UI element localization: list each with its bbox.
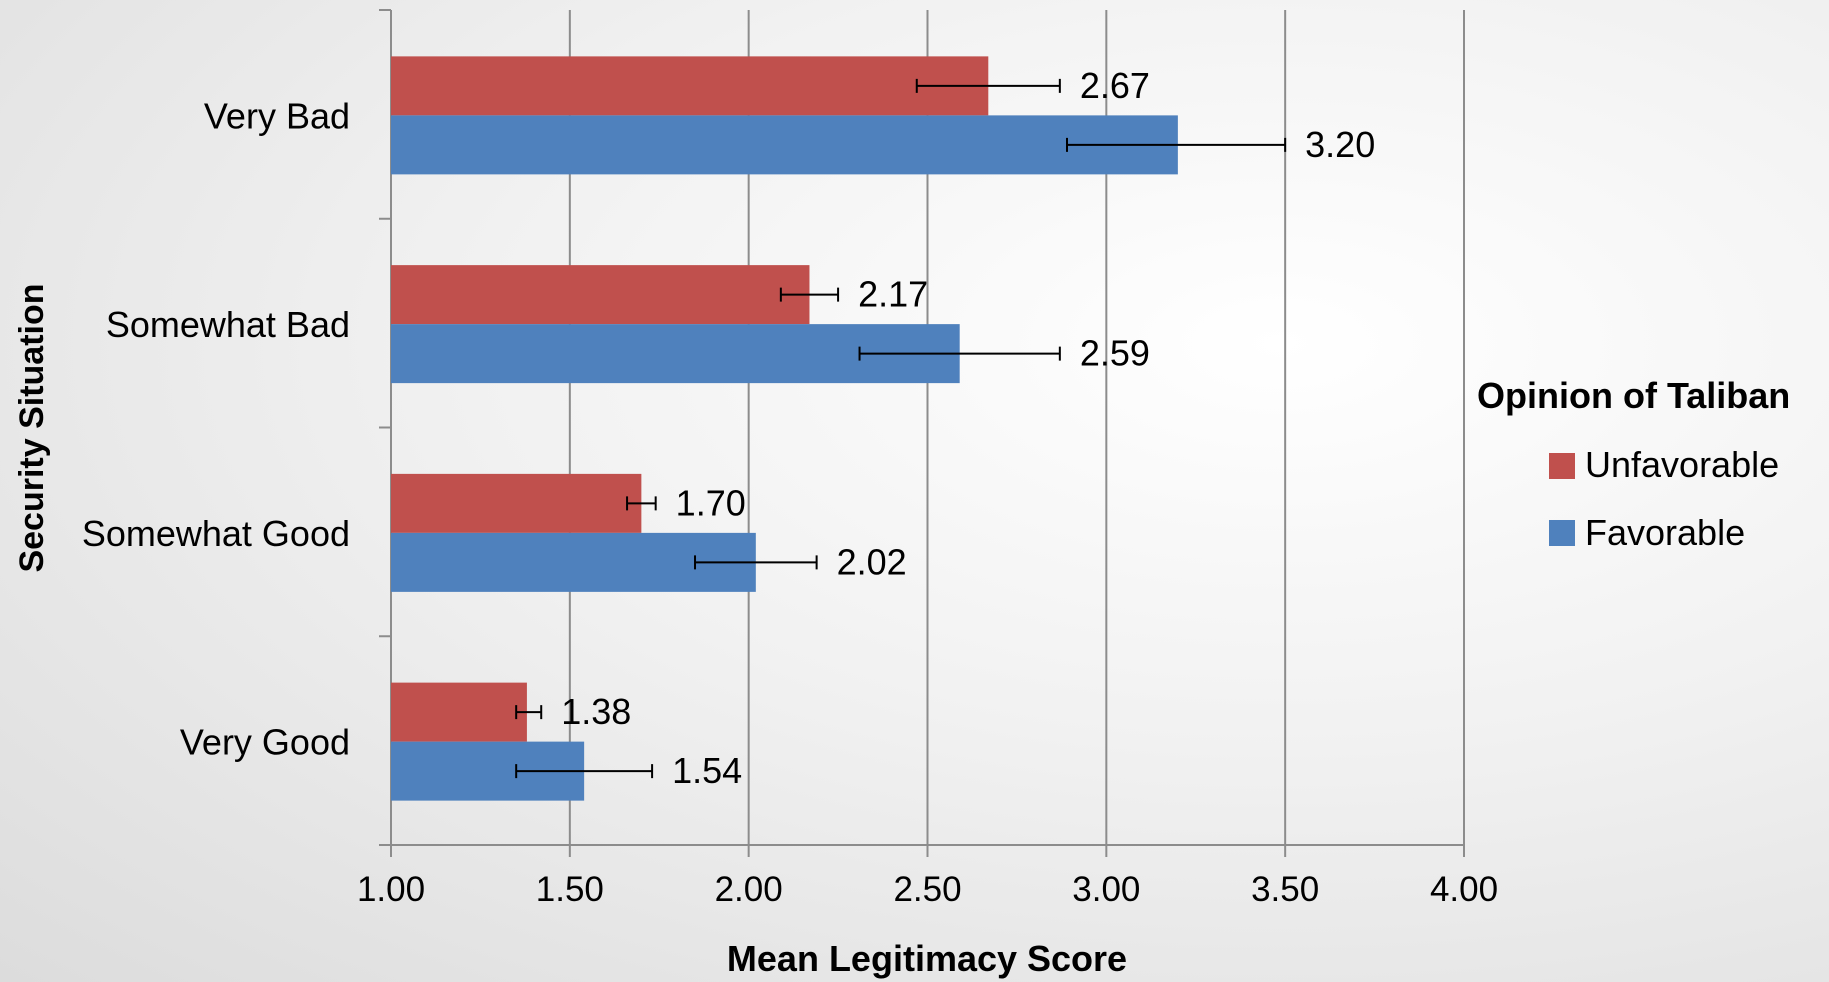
category-labels: Very Bad Somewhat Bad Somewhat Good Very Go…	[82, 95, 350, 762]
data-label-favorable-very-bad: 3.20	[1305, 124, 1375, 165]
data-labels: 2.67 3.20 2.17 2.59 1.70 2.02 1.38 1.54	[561, 65, 1375, 791]
data-label-unfavorable-somewhat-good: 1.70	[676, 482, 746, 523]
x-tick-label: 2.50	[893, 870, 961, 909]
bar-unfavorable-somewhat-bad	[391, 265, 810, 325]
x-tick-label: 1.50	[536, 870, 604, 909]
data-label-favorable-somewhat-bad: 2.59	[1080, 333, 1150, 374]
x-tick-labels: 1.00 1.50 2.00 2.50 3.00 3.50 4.00	[357, 870, 1498, 909]
x-tick-label: 1.00	[357, 870, 425, 909]
legend-swatch-favorable	[1549, 520, 1575, 546]
bar-unfavorable-very-good	[391, 682, 527, 742]
bar-unfavorable-somewhat-good	[391, 473, 642, 533]
category-label-somewhat-good: Somewhat Good	[82, 513, 350, 554]
x-tick-label: 4.00	[1430, 870, 1498, 909]
x-tick-label: 2.00	[715, 870, 783, 909]
legend-title: Opinion of Taliban	[1477, 375, 1790, 416]
legend-label-unfavorable: Unfavorable	[1585, 444, 1779, 485]
error-bars	[515, 78, 1287, 779]
data-label-favorable-somewhat-good: 2.02	[837, 541, 907, 582]
bar-unfavorable-very-bad	[391, 56, 989, 116]
data-label-favorable-very-good: 1.54	[672, 750, 742, 791]
legend: Opinion of Taliban Unfavorable Favorable	[1477, 375, 1790, 553]
data-label-unfavorable-very-good: 1.38	[561, 691, 631, 732]
legend-label-favorable: Favorable	[1585, 512, 1745, 553]
category-label-very-bad: Very Bad	[204, 95, 350, 136]
category-label-very-good: Very Good	[180, 722, 350, 763]
x-axis-title: Mean Legitimacy Score	[727, 938, 1127, 979]
x-tick-label: 3.00	[1072, 870, 1140, 909]
data-label-unfavorable-very-bad: 2.67	[1080, 65, 1150, 106]
data-label-unfavorable-somewhat-bad: 2.17	[858, 274, 928, 315]
bar-favorable-very-bad	[391, 115, 1178, 175]
x-tick-label: 3.50	[1251, 870, 1319, 909]
y-axis-title: Security Situation	[13, 283, 51, 572]
legend-swatch-unfavorable	[1549, 453, 1575, 479]
bars	[391, 56, 1178, 801]
category-label-somewhat-bad: Somewhat Bad	[106, 304, 350, 345]
